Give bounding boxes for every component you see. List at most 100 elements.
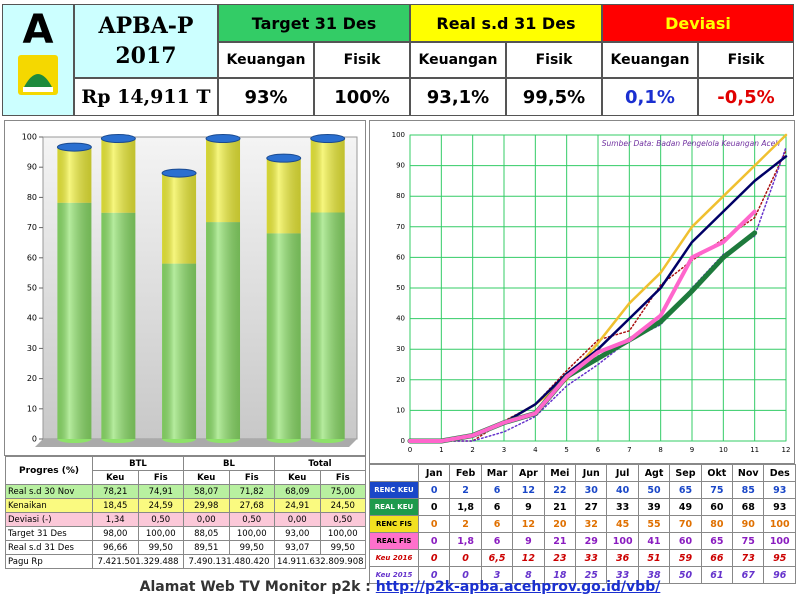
letter: A bbox=[22, 7, 54, 53]
cell: 0,00 bbox=[183, 512, 230, 527]
bar-cap bbox=[205, 134, 241, 144]
bar-cap bbox=[161, 168, 197, 178]
x-tick-label: 8 bbox=[658, 446, 662, 454]
cell: 0 bbox=[417, 566, 451, 584]
cell: 49 bbox=[669, 498, 702, 516]
cell: 60 bbox=[700, 498, 734, 516]
cell: 18,45 bbox=[92, 498, 139, 513]
cell: 89,51 bbox=[183, 540, 230, 555]
subhead: Keu bbox=[274, 470, 321, 485]
cell: 6 bbox=[480, 481, 514, 499]
x-tick-label: 11 bbox=[750, 446, 759, 454]
bar-shade bbox=[206, 138, 241, 439]
cell: 12 bbox=[512, 481, 545, 499]
plot-wall bbox=[42, 136, 358, 440]
pagu-row: Pagu Rp 7.421.501.329.488 7.490.131.480.42… bbox=[5, 554, 366, 569]
month: Jun bbox=[575, 464, 608, 482]
bar-panel: 0 10 20 30 40 50 60 70 80 90 100 bbox=[4, 120, 366, 456]
cell: 67 bbox=[732, 566, 765, 584]
month: Okt bbox=[700, 464, 734, 482]
cell: 73 bbox=[732, 549, 765, 567]
x-tick-label: 12 bbox=[782, 446, 791, 454]
row-label: Pagu Rp bbox=[5, 554, 93, 569]
y-tick-label: 0 bbox=[401, 437, 405, 445]
pagu-cell: 14.911.632.809.908 bbox=[274, 554, 366, 569]
footer-text: Alamat Web TV Monitor p2k : bbox=[139, 579, 371, 595]
bar-shade bbox=[266, 158, 301, 439]
cell: 0 bbox=[417, 515, 451, 533]
year: 2017 bbox=[115, 43, 177, 69]
progress-table: Progres (%) BTL BL Total Keu Fis Keu Fis Keu Fis R… bbox=[5, 456, 366, 569]
subhead: Fis bbox=[228, 470, 275, 485]
series-line bbox=[409, 149, 787, 442]
bar-cap bbox=[266, 153, 302, 163]
cell: 99,50 bbox=[137, 540, 184, 555]
row: REAL FIS 0 1,8 6 9 21 29 100 41 60 65 75 100 bbox=[369, 532, 796, 550]
cell: 0 bbox=[417, 532, 451, 550]
cell: 0 bbox=[449, 549, 482, 567]
cell: 33 bbox=[575, 549, 608, 567]
bar-cap bbox=[310, 134, 346, 144]
bar-shade bbox=[101, 138, 136, 439]
x-tick-label: 7 bbox=[627, 446, 631, 454]
y-tick-label: 80 bbox=[396, 192, 405, 200]
month: Mar bbox=[480, 464, 514, 482]
y-tick-label: 90 bbox=[27, 163, 37, 172]
cell: 90 bbox=[732, 515, 765, 533]
y-tick-label: 10 bbox=[396, 406, 405, 414]
series-line bbox=[408, 209, 757, 443]
cell: 6 bbox=[480, 532, 514, 550]
letter-box: A bbox=[2, 4, 74, 116]
cell: 65 bbox=[669, 481, 702, 499]
cell: 93 bbox=[763, 498, 796, 516]
cell: 30 bbox=[575, 481, 608, 499]
cell: 6 bbox=[480, 515, 514, 533]
row-label: Target 31 Des bbox=[5, 526, 93, 541]
logo bbox=[18, 55, 58, 95]
y-tick-label: 100 bbox=[392, 131, 405, 139]
y-tick-label: 90 bbox=[396, 162, 405, 170]
month: Agt bbox=[637, 464, 671, 482]
cell: 75 bbox=[700, 481, 734, 499]
y-tick-label: 40 bbox=[27, 314, 37, 323]
footer: Alamat Web TV Monitor p2k : http://p2k-a… bbox=[0, 579, 800, 599]
row-label: Real s.d 30 Nov bbox=[5, 484, 93, 499]
group-head: BL bbox=[183, 456, 275, 471]
col-label: Fisik bbox=[506, 42, 602, 78]
row: RENC KEU 0 2 6 12 22 30 40 50 65 75 85 93 bbox=[369, 481, 796, 499]
bar-shade bbox=[310, 138, 345, 439]
cell: 55 bbox=[637, 515, 671, 533]
month: Feb bbox=[449, 464, 482, 482]
cell: 74,91 bbox=[137, 484, 184, 499]
cell: 0,50 bbox=[319, 512, 366, 527]
cell: 6 bbox=[480, 498, 514, 516]
footer-link[interactable]: http://p2k-apba.acehprov.go.id/vbb/ bbox=[375, 579, 661, 595]
month: Apr bbox=[512, 464, 545, 482]
row-label: REAL FIS bbox=[369, 532, 419, 550]
col-value: 93,1% bbox=[410, 78, 506, 116]
title-box: APBA-P 2017 bbox=[74, 4, 218, 78]
y-tick-label: 20 bbox=[396, 376, 405, 384]
row: Keu 2015 0 0 3 8 18 25 33 38 50 61 67 96 bbox=[369, 566, 796, 584]
pagu-cell: 7.490.131.480.420 bbox=[183, 554, 275, 569]
cell: 60 bbox=[669, 532, 702, 550]
row-label: Kenaikan bbox=[5, 498, 93, 513]
cell: 27 bbox=[575, 498, 608, 516]
x-tick-label: 10 bbox=[719, 446, 728, 454]
cell: 12 bbox=[512, 549, 545, 567]
cell: 45 bbox=[606, 515, 639, 533]
cell: 96 bbox=[763, 566, 796, 584]
row-label: Keu 2016 bbox=[369, 549, 419, 567]
month: Des bbox=[763, 464, 796, 482]
month: Jul bbox=[606, 464, 639, 482]
row: Target 31 Des 98,00 100,00 88,05 100,00 93,00… bbox=[5, 526, 366, 541]
y-tick-label: 0 bbox=[32, 435, 37, 444]
month: Jan bbox=[417, 464, 451, 482]
annotation: Sumber Data: Badan Pengelola Keuangan Ac… bbox=[602, 139, 780, 148]
x-tick-label: 3 bbox=[502, 446, 506, 454]
cell: 39 bbox=[637, 498, 671, 516]
logo-dome bbox=[23, 74, 53, 89]
cell: 2 bbox=[449, 515, 482, 533]
amount: Rp 14,911 T bbox=[74, 78, 218, 116]
row: Real s.d 30 Nov 78,21 74,91 58,07 71,82 68,09… bbox=[5, 484, 366, 499]
